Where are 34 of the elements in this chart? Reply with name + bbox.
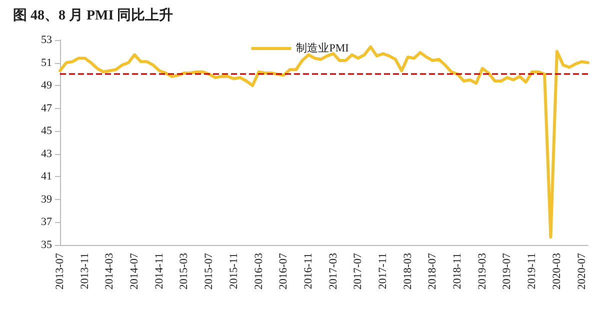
x-tick-label: 2013-07 [54,252,66,290]
x-tick-label: 2017-11 [377,253,390,290]
x-tick-label: 2013-11 [78,253,91,290]
x-tick-label: 2014-03 [104,252,116,290]
y-tick-label: 39 [41,193,52,206]
chart-title: 图 48、8 月 PMI 同比上升 [13,6,174,24]
x-tick-label: 2014-11 [153,253,166,290]
y-tick-label: 35 [41,239,52,251]
y-tick-label: 43 [41,148,52,160]
y-tick-label: 37 [41,216,52,228]
x-tick-label: 2020-03 [550,252,563,290]
x-tick-label: 2015-03 [178,252,190,290]
x-tick-label: 2018-11 [452,253,464,290]
y-tick-label: 45 [41,125,52,138]
y-tick-label: 47 [41,102,52,114]
y-tick-label: 41 [41,170,52,183]
x-tick-label: 2019-03 [476,252,488,290]
y-tick-label: 51 [41,56,52,69]
x-tick-label: 2017-03 [327,252,340,290]
x-tick-label: 2015-11 [228,253,240,290]
x-tick-label: 2018-03 [402,252,414,290]
x-tick-label: 2020-07 [576,252,588,290]
x-tick-label: 2016-03 [252,252,265,290]
x-tick-label: 2018-07 [426,252,439,290]
x-tick-label: 2015-07 [203,252,216,290]
x-tick-label: 2019-07 [501,252,514,290]
legend-label: 制造业PMI [296,42,350,54]
x-tick-label: 2019-11 [526,253,538,290]
x-tick-label: 2014-07 [128,252,141,290]
x-tick-label: 2017-07 [352,252,364,290]
y-tick-label: 53 [41,34,52,46]
x-tick-label: 2016-11 [302,253,314,290]
x-tick-label: 2016-07 [278,252,290,290]
y-tick-label: 49 [41,80,52,92]
